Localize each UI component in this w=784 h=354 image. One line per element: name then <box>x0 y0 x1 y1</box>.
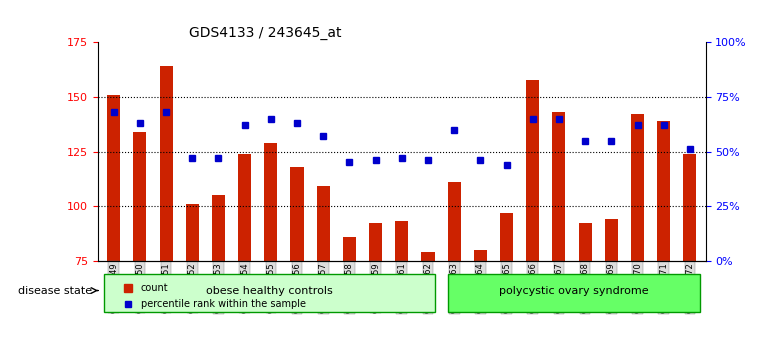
Bar <box>553 112 565 261</box>
Text: obese healthy controls: obese healthy controls <box>206 286 333 296</box>
Text: disease state: disease state <box>18 286 92 296</box>
Bar <box>657 121 670 261</box>
Bar <box>343 236 356 261</box>
Bar <box>684 154 696 261</box>
Bar <box>238 154 251 261</box>
Bar <box>107 95 120 261</box>
Bar <box>500 212 513 261</box>
Bar <box>264 143 278 261</box>
Text: GDS4133 / 243645_at: GDS4133 / 243645_at <box>189 26 342 40</box>
Text: count: count <box>140 283 168 293</box>
Text: polycystic ovary syndrome: polycystic ovary syndrome <box>499 286 648 296</box>
Bar <box>291 167 303 261</box>
Bar <box>474 250 487 261</box>
FancyBboxPatch shape <box>448 274 699 312</box>
Bar <box>369 223 382 261</box>
Bar <box>448 182 461 261</box>
Bar <box>604 219 618 261</box>
Bar <box>160 67 172 261</box>
FancyBboxPatch shape <box>104 274 435 312</box>
Bar <box>212 195 225 261</box>
Text: percentile rank within the sample: percentile rank within the sample <box>140 299 306 309</box>
Bar <box>579 223 592 261</box>
Bar <box>186 204 199 261</box>
Bar <box>631 114 644 261</box>
Bar <box>422 252 434 261</box>
Bar <box>133 132 147 261</box>
Bar <box>526 80 539 261</box>
Bar <box>395 221 408 261</box>
Bar <box>317 187 330 261</box>
